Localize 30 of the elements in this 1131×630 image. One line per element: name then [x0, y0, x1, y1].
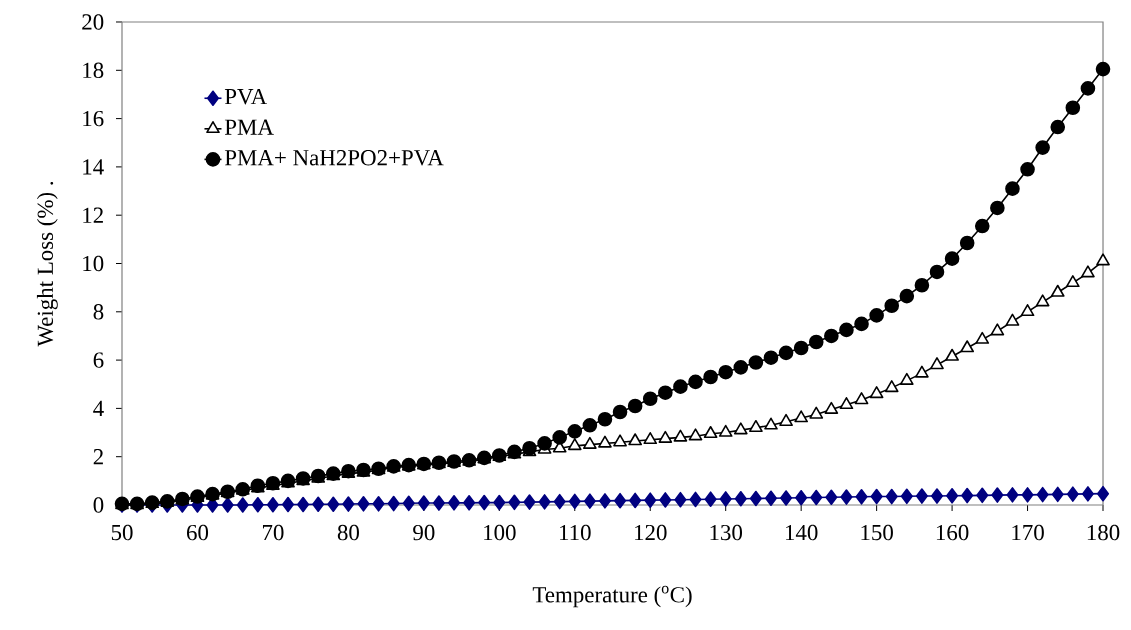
y-tick-label: 8: [93, 304, 104, 320]
x-tick-label: 90: [413, 524, 435, 541]
x-tick-label: 160: [936, 524, 969, 541]
y-tick-label: 16: [83, 110, 104, 127]
x-tick-label: 70: [262, 524, 284, 541]
x-tick-label: 120: [635, 524, 667, 541]
x-tick-label: 80: [337, 524, 359, 541]
y-tick-label: 10: [83, 255, 104, 272]
x-tick-label: 60: [186, 524, 209, 541]
y-tick-label: 0: [93, 497, 104, 513]
x-tick-label: 140: [785, 524, 818, 541]
x-tick-label: 130: [710, 524, 743, 541]
legend-label: PVA: [224, 88, 268, 105]
y-axis-title: Weight Loss (%) .: [36, 181, 58, 347]
y-tick-label: 2: [93, 449, 103, 465]
x-tick-label: 110: [560, 524, 591, 541]
y-tick-label: 6: [93, 352, 104, 368]
x-axis-title: Temperature ($^{o}$C): [532, 585, 692, 608]
legend-label: PMA: [224, 119, 274, 135]
y-tick-label: 4: [93, 400, 104, 416]
x-tick-label: 100: [484, 524, 516, 541]
legend-label: PMA+ NaH2PO2+PVA: [224, 150, 444, 166]
x-tick-label: 180: [1087, 524, 1120, 541]
x-tick-label: 150: [861, 524, 893, 541]
y-tick-label: 18: [83, 62, 104, 79]
y-tick-label: 14: [83, 159, 104, 175]
x-tick-label: 170: [1012, 524, 1044, 541]
y-tick-label: 12: [83, 207, 103, 223]
y-tick-label: 20: [82, 14, 104, 30]
x-tick-label: 50: [111, 524, 133, 541]
